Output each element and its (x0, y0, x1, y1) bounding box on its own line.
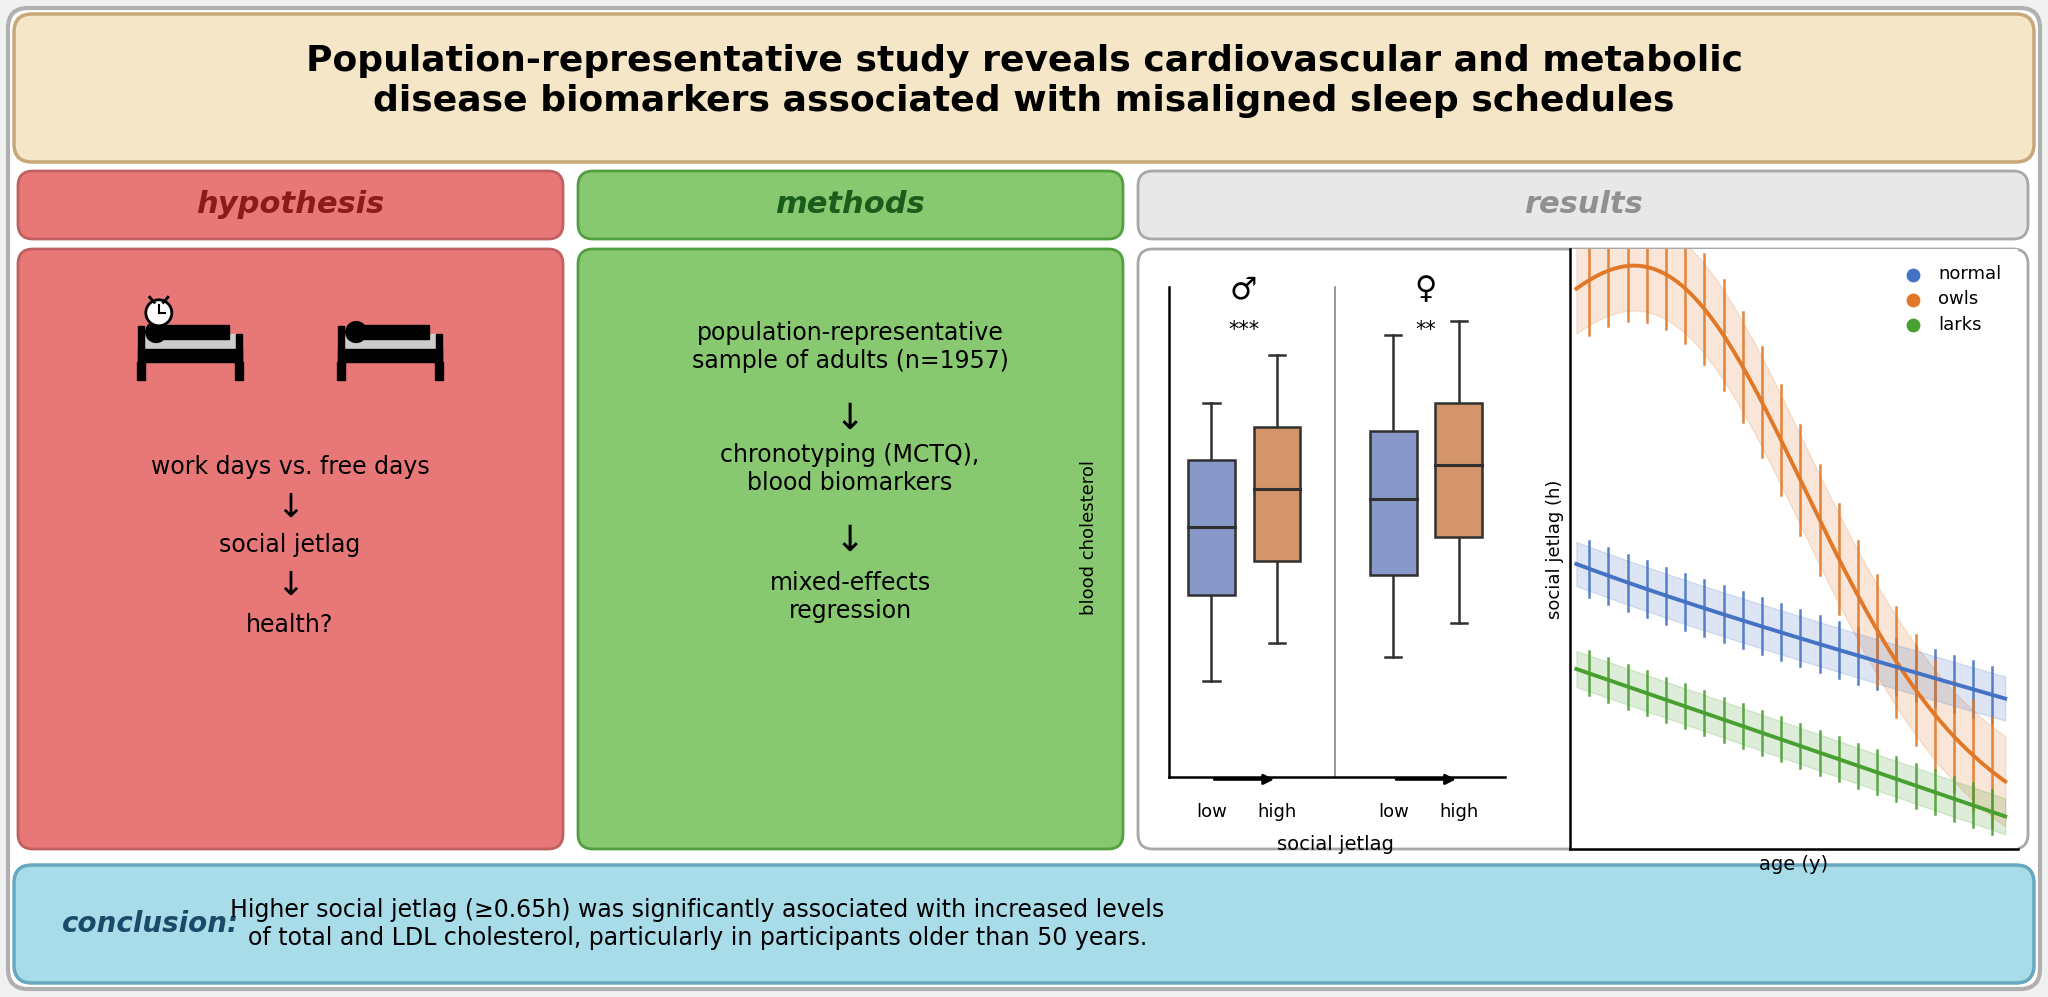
Text: health?: health? (246, 613, 334, 637)
Polygon shape (143, 334, 236, 349)
Polygon shape (137, 349, 242, 362)
Polygon shape (137, 362, 145, 381)
Text: Higher social jetlag (≥0.65h) was significantly associated with increased levels: Higher social jetlag (≥0.65h) was signif… (229, 898, 1163, 950)
Text: ↓: ↓ (836, 402, 864, 436)
Text: social jetlag: social jetlag (219, 533, 360, 557)
Polygon shape (344, 334, 436, 349)
Text: blood cholesterol: blood cholesterol (1079, 460, 1098, 614)
FancyBboxPatch shape (1253, 427, 1300, 561)
Text: chronotyping (MCTQ),
blood biomarkers: chronotyping (MCTQ), blood biomarkers (721, 443, 979, 495)
Text: mixed-effects
regression: mixed-effects regression (770, 571, 930, 623)
Polygon shape (164, 325, 229, 339)
Text: ↓: ↓ (276, 568, 303, 601)
Text: methods: methods (774, 190, 926, 219)
FancyBboxPatch shape (578, 249, 1122, 849)
Text: low: low (1378, 804, 1409, 822)
Polygon shape (365, 325, 428, 339)
Text: population-representative
sample of adults (n=1957): population-representative sample of adul… (692, 321, 1008, 373)
FancyBboxPatch shape (1139, 249, 2028, 849)
FancyBboxPatch shape (8, 8, 2040, 989)
Text: high: high (1257, 804, 1296, 822)
Circle shape (346, 322, 367, 342)
Text: work days vs. free days: work days vs. free days (152, 455, 430, 479)
FancyBboxPatch shape (14, 14, 2034, 162)
FancyBboxPatch shape (18, 249, 563, 849)
FancyBboxPatch shape (14, 865, 2034, 983)
Polygon shape (236, 334, 242, 362)
Text: social jetlag: social jetlag (1276, 834, 1393, 853)
Polygon shape (436, 362, 442, 381)
Text: conclusion:: conclusion: (61, 910, 240, 938)
Polygon shape (338, 326, 344, 362)
Polygon shape (436, 334, 442, 362)
FancyBboxPatch shape (18, 171, 563, 239)
FancyBboxPatch shape (1370, 432, 1417, 575)
Text: ♂: ♂ (1231, 275, 1257, 304)
Text: ***: *** (1229, 320, 1260, 340)
Text: **: ** (1415, 320, 1436, 340)
FancyBboxPatch shape (1188, 461, 1235, 594)
Circle shape (145, 300, 172, 326)
FancyBboxPatch shape (1139, 171, 2028, 239)
Text: Population-representative study reveals cardiovascular and metabolic
disease bio: Population-representative study reveals … (305, 44, 1743, 118)
Text: ↓: ↓ (276, 491, 303, 523)
FancyBboxPatch shape (1436, 403, 1483, 537)
Polygon shape (338, 349, 442, 362)
Polygon shape (236, 362, 242, 381)
Text: ↓: ↓ (836, 524, 864, 558)
Text: hypothesis: hypothesis (197, 190, 385, 219)
FancyBboxPatch shape (578, 171, 1122, 239)
Text: low: low (1196, 804, 1227, 822)
Y-axis label: social jetlag (h): social jetlag (h) (1546, 480, 1565, 619)
Text: results: results (1524, 190, 1642, 219)
Legend: normal, owls, larks: normal, owls, larks (1888, 258, 2009, 341)
Text: ♀: ♀ (1415, 275, 1438, 304)
Text: high: high (1440, 804, 1479, 822)
Circle shape (145, 322, 166, 342)
Polygon shape (338, 362, 344, 381)
Polygon shape (137, 326, 143, 362)
X-axis label: age (y): age (y) (1759, 854, 1829, 873)
